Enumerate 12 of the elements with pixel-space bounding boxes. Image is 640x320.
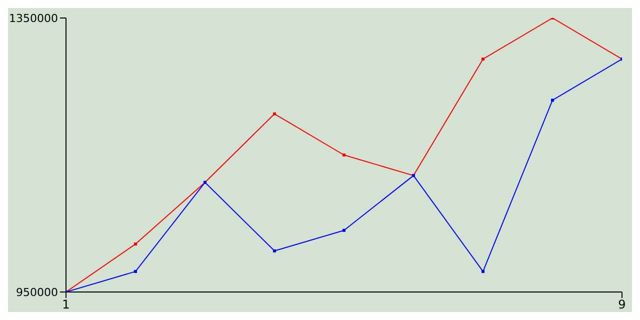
- y-tick-label: 950000: [16, 286, 58, 299]
- x-tick-label: 1: [62, 298, 70, 312]
- x-tick-label: 9: [618, 298, 626, 312]
- point: [273, 112, 276, 116]
- point: [273, 249, 276, 252]
- point: [342, 228, 346, 232]
- point: [482, 270, 484, 273]
- y-tick-label: 1350000: [9, 12, 58, 25]
- point: [134, 270, 137, 273]
- point: [551, 98, 554, 102]
- point: [134, 242, 137, 246]
- point: [482, 58, 484, 61]
